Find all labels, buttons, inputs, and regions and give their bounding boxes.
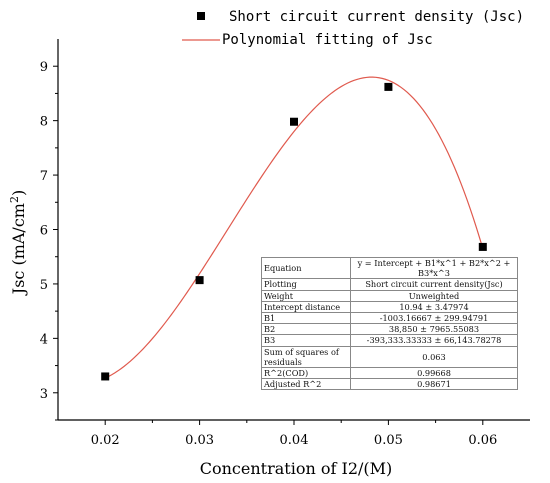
stats-key: B2 xyxy=(261,323,351,336)
stats-key: Plotting xyxy=(261,278,351,291)
data-point xyxy=(101,372,110,381)
stats-row: Weight Unweighted xyxy=(261,289,518,302)
stats-row: R^2(COD) 0.99668 xyxy=(261,367,518,380)
stats-value: 10.94 ± 3.47974 xyxy=(350,300,518,314)
stats-key: Sum of squares of residuals xyxy=(261,345,351,369)
legend: Short circuit current density (Jsc) Poly… xyxy=(182,9,524,48)
stats-value: y = Intercept + B1*x^1 + B2*x^2 + B3*x^3 xyxy=(350,256,518,280)
y-tick-label: 8 xyxy=(40,115,48,130)
stats-row: B1 -1003.16667 ± 299.94791 xyxy=(261,312,518,325)
x-tick-label: 0.04 xyxy=(280,433,309,448)
fit-curve xyxy=(104,76,484,379)
stats-key: Intercept distance xyxy=(261,300,351,314)
stats-row: B2 38,850 ± 7965.55083 xyxy=(261,323,518,336)
fit-curve-layer xyxy=(104,76,484,379)
stats-value: -1003.16667 ± 299.94791 xyxy=(350,312,518,325)
stats-value: Unweighted xyxy=(350,289,518,302)
x-tick-label: 0.02 xyxy=(91,433,120,448)
stats-value: 0.99668 xyxy=(350,367,518,380)
y-axis-title-main: Jsc (mA/cm xyxy=(9,203,28,296)
y-tick-label: 5 xyxy=(40,278,48,293)
stats-value: 0.063 xyxy=(350,345,518,369)
x-axis-title: Concentration of I2/(M) xyxy=(200,459,393,478)
stats-key: B3 xyxy=(261,334,351,347)
stats-value: 38,850 ± 7965.55083 xyxy=(350,323,518,336)
stats-key: Weight xyxy=(261,289,351,302)
stats-key: R^2(COD) xyxy=(261,367,351,380)
y-tick-label: 6 xyxy=(40,224,48,239)
data-points-layer xyxy=(101,82,487,381)
y-tick-label: 7 xyxy=(40,169,48,184)
stats-row: B3 -393,333.33333 ± 66,143.78278 xyxy=(261,334,518,347)
legend-label-scatter: Short circuit current density (Jsc) xyxy=(229,9,524,25)
stats-row: Sum of squares of residuals 0.063 xyxy=(261,345,518,369)
stats-key: Equation xyxy=(261,256,351,280)
y-tick-label: 3 xyxy=(40,387,48,402)
x-tick-label: 0.03 xyxy=(185,433,214,448)
data-point xyxy=(478,242,487,251)
data-point xyxy=(290,117,298,126)
stats-key: B1 xyxy=(261,312,351,325)
stats-value: -393,333.33333 ± 66,143.78278 xyxy=(350,334,518,347)
stats-row: Equation y = Intercept + B1*x^1 + B2*x^2 … xyxy=(261,256,518,280)
y-tick-label: 9 xyxy=(40,60,48,75)
data-point xyxy=(384,82,393,91)
stats-row: Intercept distance 10.94 ± 3.47974 xyxy=(261,300,518,314)
fit-statistics-table: Equation y = Intercept + B1*x^1 + B2*x^2 … xyxy=(261,256,518,391)
y-tick-label: 4 xyxy=(40,332,48,347)
legend-marker-scatter xyxy=(197,12,205,20)
y-axis-title-close: ) xyxy=(9,190,28,196)
x-tick-label: 0.06 xyxy=(468,433,497,448)
stats-key: Adjusted R^2 xyxy=(261,378,351,391)
stats-value: 0.98671 xyxy=(350,378,518,391)
data-point xyxy=(195,276,204,285)
ticks: 0.02 0.03 0.04 0.05 0.06 3 4 5 6 7 8 9 xyxy=(40,60,498,448)
y-axis-title: Jsc (mA/cm2) xyxy=(8,190,28,296)
stats-row: Plotting Short circuit current density(Js… xyxy=(261,278,518,291)
legend-label-line: Polynomial fitting of Jsc xyxy=(222,32,433,48)
x-tick-label: 0.05 xyxy=(374,433,403,448)
y-axis-title-superscript: 2 xyxy=(8,196,21,203)
stats-row: Adjusted R^2 0.98671 xyxy=(261,378,518,391)
stats-value: Short circuit current density(Jsc) xyxy=(350,278,518,291)
